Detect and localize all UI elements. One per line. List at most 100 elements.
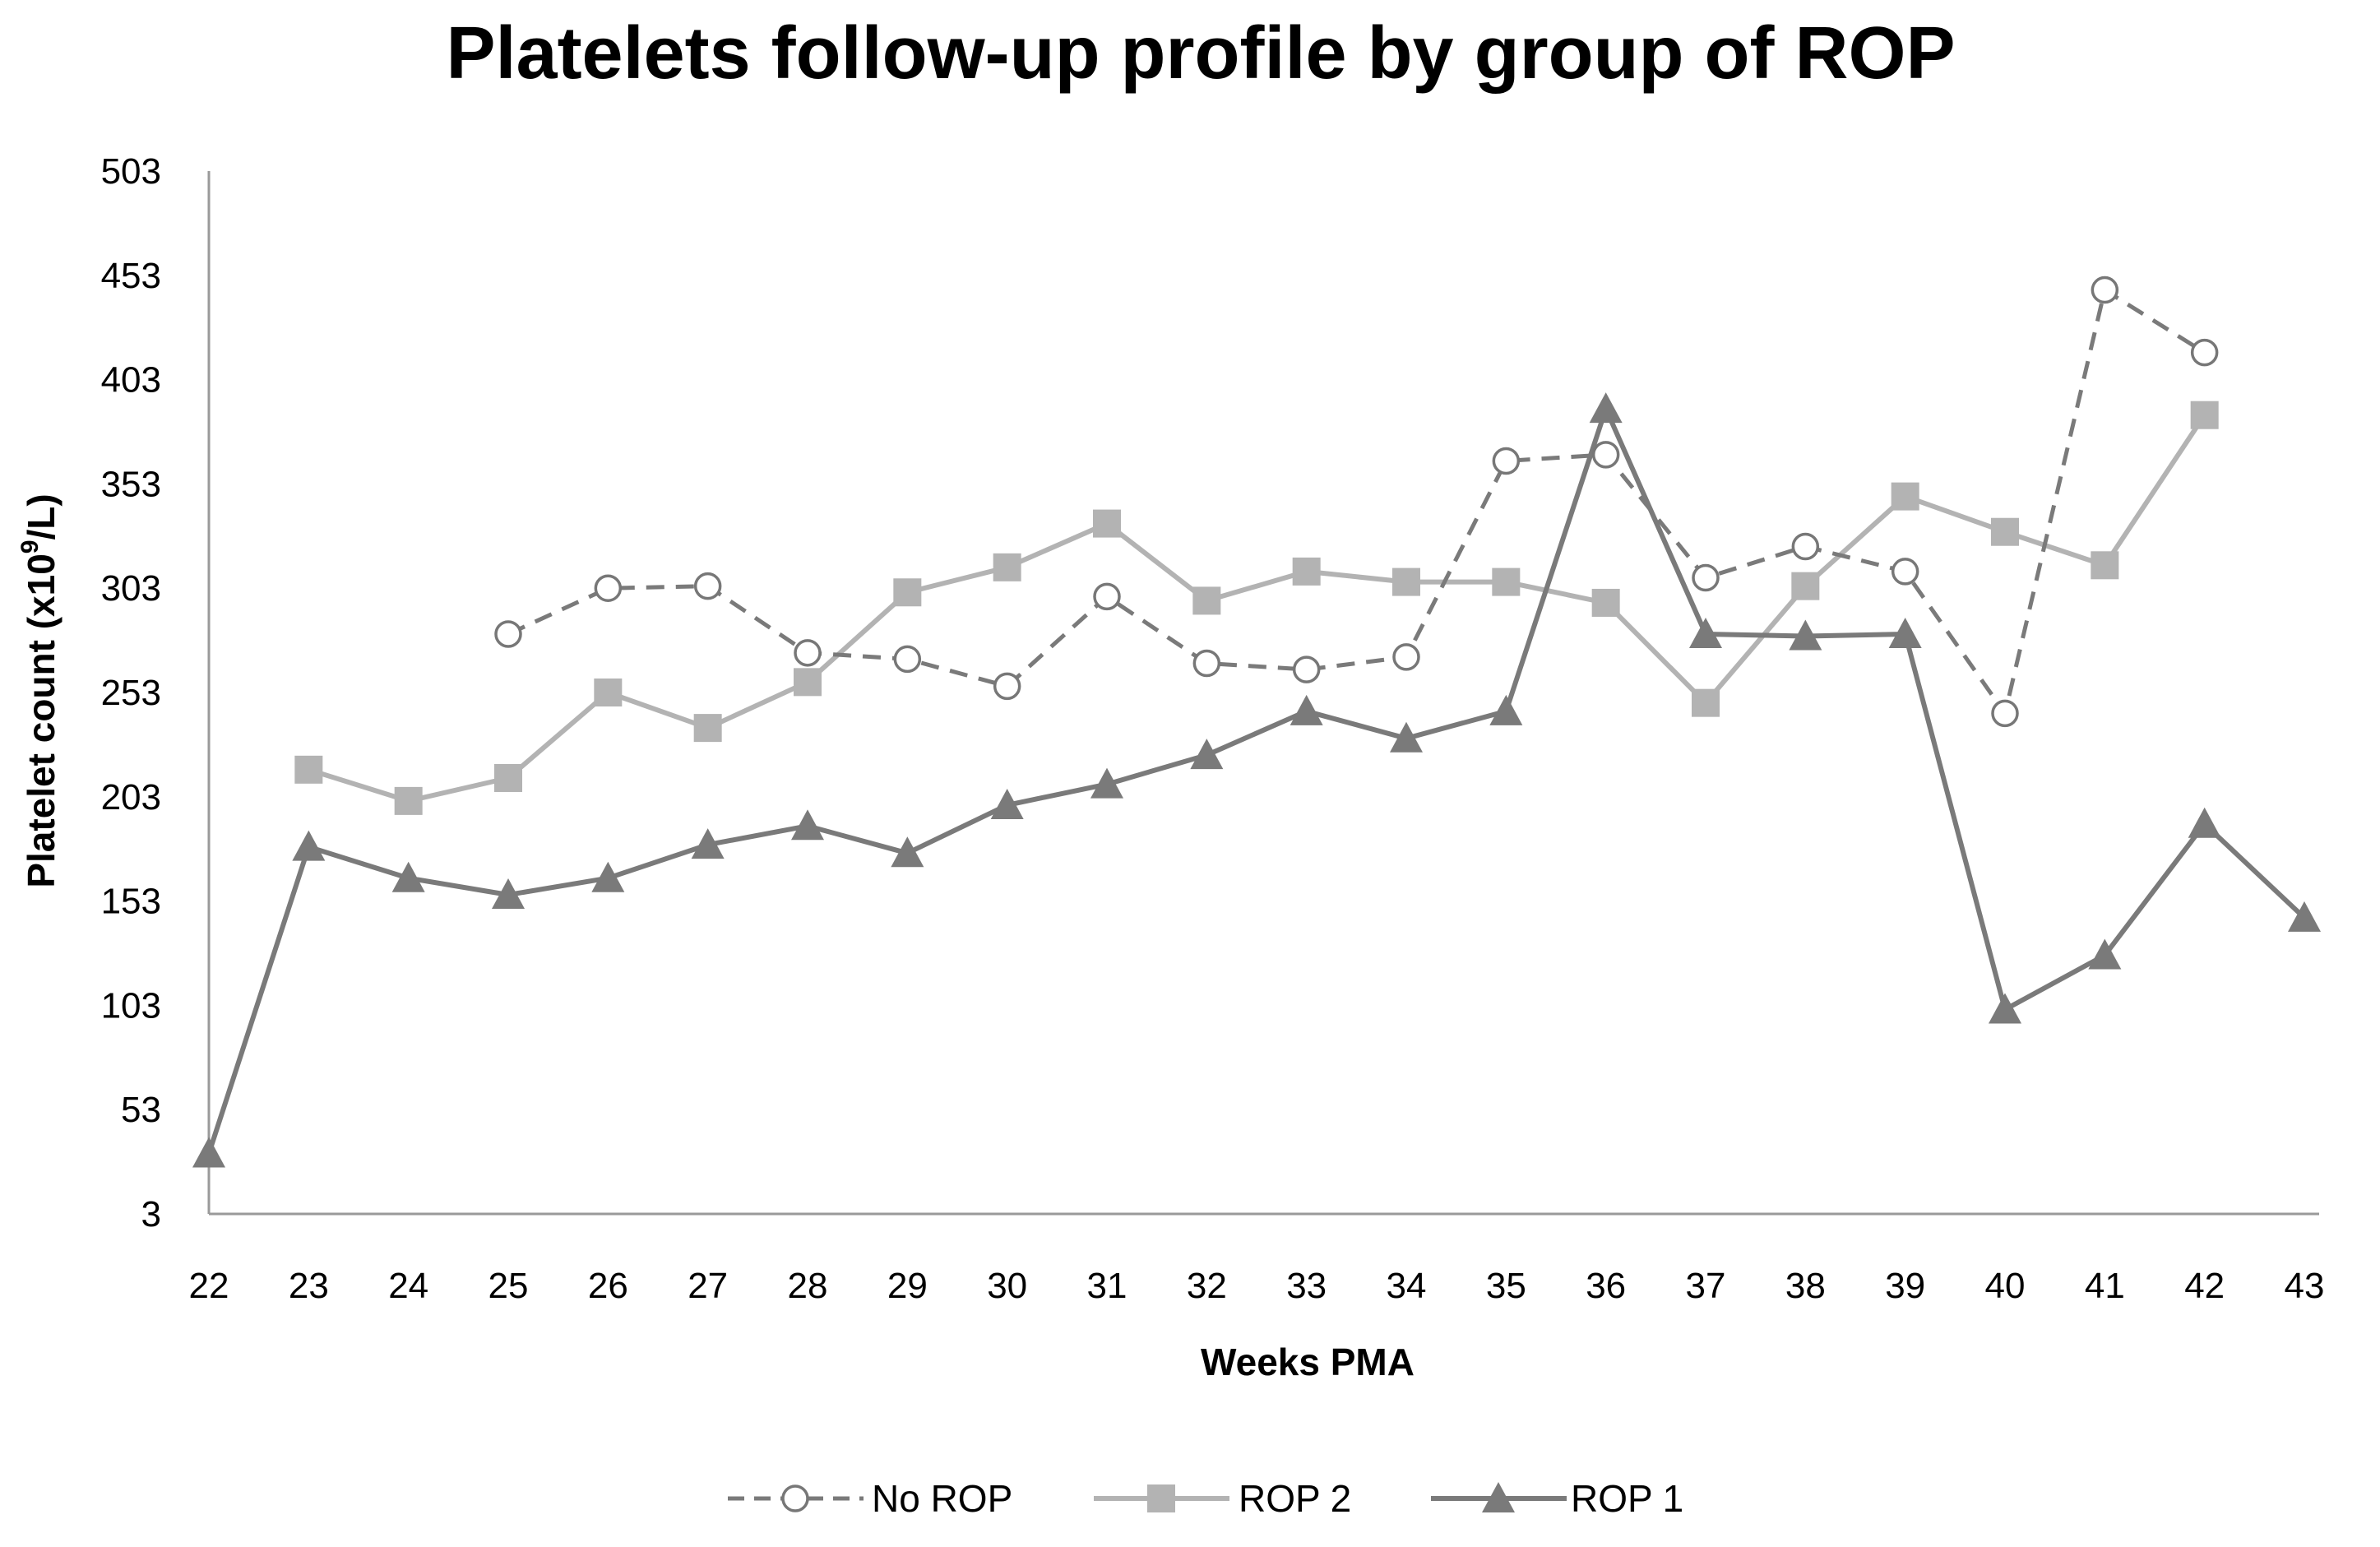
series-line-no-rop <box>507 288 2206 716</box>
y-tick-label: 3 <box>141 1194 161 1234</box>
x-axis-ticks: 22 23 24 25 26 27 28 29 30 31 32 33 34 35 36 37 38 39 40 41… <box>189 1266 2325 1306</box>
data-point-rop-2 <box>1093 509 1121 538</box>
data-point-rop-1 <box>1290 694 1323 725</box>
data-point-rop-1 <box>791 809 824 841</box>
data-point-no-rop <box>993 672 1021 701</box>
y-axis-title: Platelet count (x109/L) <box>16 493 63 887</box>
data-point-rop-1 <box>391 861 425 892</box>
data-point-no-rop <box>494 620 522 648</box>
data-point-rop-1 <box>1489 694 1523 725</box>
data-point-rop-2 <box>1492 567 1521 596</box>
data-point-rop-1 <box>2288 901 2321 932</box>
y-tick-label: 153 <box>101 882 161 922</box>
data-point-rop-2 <box>693 714 722 743</box>
series-line-rop-2 <box>308 414 2207 804</box>
data-point-no-rop <box>1692 563 1720 592</box>
data-point-no-rop <box>1492 447 1521 475</box>
x-tick-label: 36 <box>1586 1266 1626 1306</box>
chart-title: Platelets follow-up profile by group of … <box>446 12 1955 95</box>
data-point-no-rop <box>1292 655 1321 683</box>
legend-item-no-rop: No ROP <box>728 1477 1012 1520</box>
series-layer <box>192 276 2321 1168</box>
data-point-rop-1 <box>1689 617 1722 648</box>
axes <box>207 171 2319 1216</box>
data-point-rop-2 <box>1292 557 1321 586</box>
data-point-rop-2 <box>794 668 822 697</box>
legend-item-rop-1: ROP 1 <box>1431 1477 1683 1520</box>
data-point-rop-1 <box>1789 619 1822 651</box>
data-point-rop-1 <box>891 836 924 868</box>
x-tick-label: 42 <box>2184 1266 2225 1306</box>
y-tick-label: 503 <box>101 151 161 192</box>
y-tick-label: 353 <box>101 464 161 504</box>
data-point-rop-1 <box>1190 739 1224 770</box>
data-point-rop-2 <box>893 578 922 607</box>
data-point-no-rop <box>1791 532 1820 561</box>
data-point-rop-1 <box>292 830 326 861</box>
y-tick-label: 303 <box>101 568 161 609</box>
data-point-no-rop <box>1591 441 1620 469</box>
y-tick-label: 403 <box>101 360 161 401</box>
x-tick-label: 32 <box>1187 1266 1227 1306</box>
x-tick-label: 26 <box>588 1266 628 1306</box>
data-point-no-rop <box>1093 582 1121 611</box>
series-rop-2 <box>294 401 2219 815</box>
data-point-rop-2 <box>1192 586 1221 615</box>
data-point-rop-2 <box>294 755 323 784</box>
data-point-rop-1 <box>691 828 725 859</box>
x-tick-label: 43 <box>2285 1266 2325 1306</box>
x-tick-label: 33 <box>1286 1266 1327 1306</box>
data-point-no-rop <box>1392 643 1420 671</box>
data-point-rop-2 <box>2091 551 2119 580</box>
data-point-rop-2 <box>1692 688 1720 717</box>
data-point-no-rop <box>893 645 922 674</box>
series-no-rop <box>494 276 2219 728</box>
data-point-rop-2 <box>594 679 623 706</box>
data-point-rop-1 <box>1390 721 1423 753</box>
y-tick-label: 103 <box>101 985 161 1026</box>
x-tick-label: 39 <box>1885 1266 1925 1306</box>
y-tick-label: 253 <box>101 673 161 713</box>
x-axis-title: Weeks PMA <box>1201 1341 1415 1383</box>
data-point-rop-2 <box>1991 517 2019 546</box>
x-tick-label: 23 <box>289 1266 329 1306</box>
data-point-rop-2 <box>1791 572 1820 600</box>
y-tick-label: 453 <box>101 256 161 296</box>
data-point-rop-1 <box>192 1137 225 1168</box>
y-tick-label: 203 <box>101 777 161 818</box>
data-point-rop-1 <box>2188 807 2221 838</box>
data-point-no-rop <box>2190 338 2219 367</box>
series-rop-1 <box>192 392 2321 1168</box>
data-point-rop-1 <box>1090 767 1123 799</box>
data-point-rop-2 <box>993 553 1021 581</box>
data-point-rop-1 <box>1888 617 1922 648</box>
data-point-no-rop <box>693 572 722 600</box>
x-tick-label: 29 <box>887 1266 928 1306</box>
data-point-no-rop <box>1891 558 1919 586</box>
data-point-rop-2 <box>494 763 522 792</box>
data-point-no-rop <box>1991 699 2019 728</box>
data-point-no-rop <box>594 574 623 602</box>
x-tick-label: 40 <box>1985 1266 2026 1306</box>
data-point-rop-2 <box>1891 482 1919 511</box>
legend-item-rop-2: ROP 2 <box>1094 1477 1351 1520</box>
data-point-rop-1 <box>990 788 1024 819</box>
data-point-rop-1 <box>591 861 625 892</box>
x-tick-label: 25 <box>489 1266 529 1306</box>
data-point-rop-1 <box>492 878 525 909</box>
x-tick-label: 38 <box>1785 1266 1826 1306</box>
x-tick-label: 31 <box>1087 1266 1127 1306</box>
x-tick-label: 22 <box>189 1266 229 1306</box>
data-point-no-rop <box>794 639 822 667</box>
data-point-rop-2 <box>1392 567 1420 596</box>
x-tick-label: 27 <box>688 1266 728 1306</box>
x-tick-label: 34 <box>1387 1266 1427 1306</box>
legend-label-rop-2: ROP 2 <box>1239 1477 1351 1520</box>
x-tick-label: 41 <box>2085 1266 2125 1306</box>
data-point-rop-2 <box>2190 401 2219 429</box>
x-tick-label: 30 <box>987 1266 1027 1306</box>
legend-label-rop-1: ROP 1 <box>1571 1477 1683 1520</box>
y-axis-title-superscript: 9 <box>16 540 44 554</box>
data-point-rop-2 <box>394 786 423 815</box>
y-axis-title-main: Platelet count (x10 <box>20 553 63 887</box>
